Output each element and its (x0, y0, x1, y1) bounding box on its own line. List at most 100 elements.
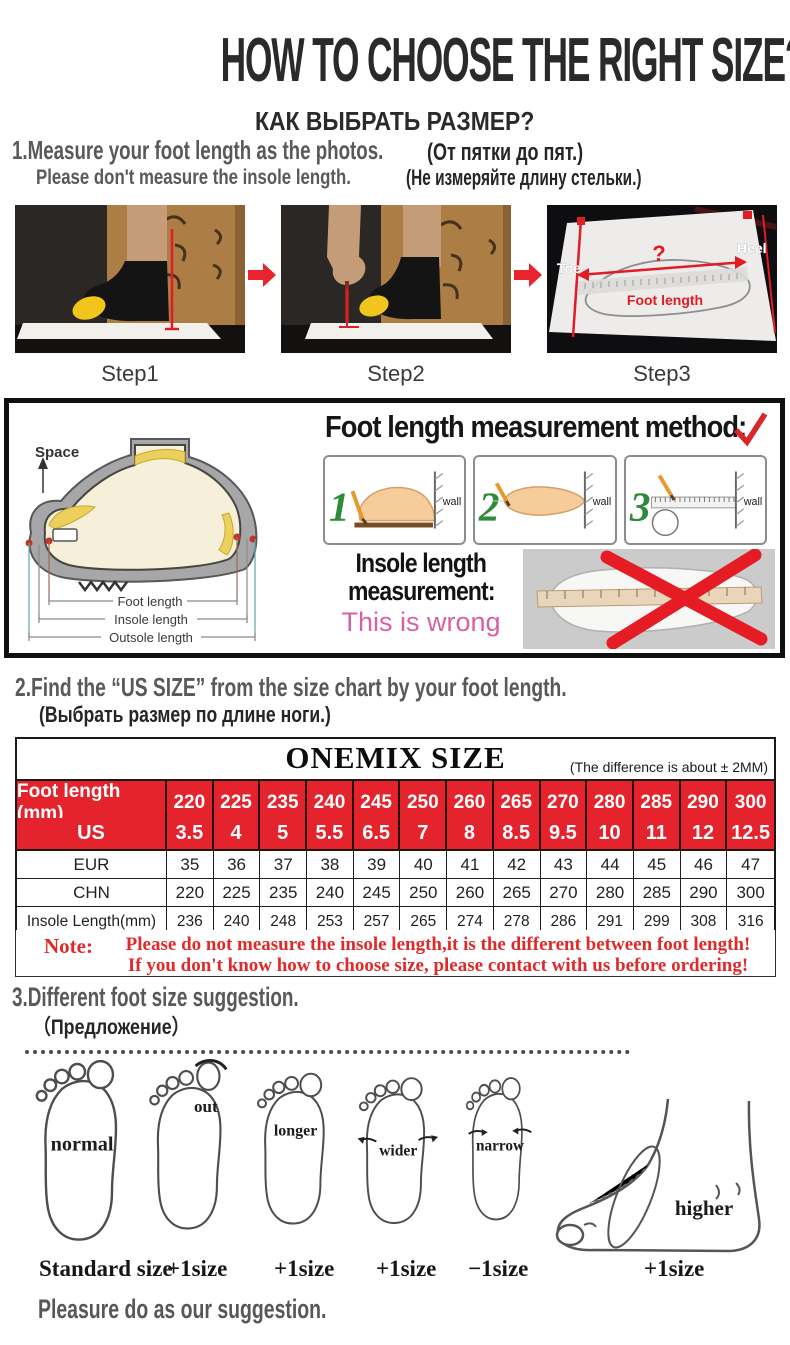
heel-mark-line (165, 229, 179, 331)
heel-label: Heel (737, 240, 767, 256)
size-cell: 270 (540, 879, 588, 907)
size-cell: 236 (167, 907, 214, 936)
panel-number: 2 (478, 484, 500, 530)
section2-heading: 2.Find the “US SIZE” from the size chart… (15, 672, 760, 703)
heel-line (762, 214, 776, 334)
method-title: Foot length measurement method: (325, 409, 747, 444)
size-suggestion-1: +1size (167, 1256, 228, 1281)
size-cell: 291 (587, 907, 634, 936)
size-cell: 220 (167, 879, 214, 907)
size-cell: 299 (634, 907, 681, 936)
wrong-label: This is wrong (341, 607, 501, 637)
wall-label: wall (442, 496, 462, 508)
detail-circle (651, 509, 679, 537)
size-cell: 235 (260, 879, 308, 907)
size-cell: 35 (167, 851, 214, 879)
step1-photo (15, 205, 245, 353)
section1-subheading-en: Please don't measure the insole length. (36, 166, 351, 189)
size-row-label: EUR (17, 851, 167, 879)
foot-label: higher (675, 1196, 733, 1220)
checkmark-icon (733, 412, 768, 447)
foot-higher: higher (555, 1098, 761, 1253)
section3-heading: 3.Different foot size suggestion. (12, 982, 422, 1013)
wider-arrow-left (357, 1136, 365, 1144)
wall-label: wall (742, 496, 762, 508)
section2-heading-en: 2.Find the “US SIZE” from the size chart… (15, 672, 567, 702)
size-cell: 38 (307, 851, 354, 879)
method-panel-1: 1 wall (323, 455, 467, 545)
ruler-ticks (584, 273, 738, 289)
size-suggestion-2: +1size (274, 1256, 335, 1281)
wider-arrow-right (431, 1135, 439, 1143)
size-table-row: CHN 220 225 235 240 245 250 260 265 270 280 285 290 3… (17, 879, 774, 907)
size-cell: 280 (587, 879, 634, 907)
question-mark: ? (652, 241, 665, 266)
section1-subheading-ru: (Не измеряйте длину стельки.) (406, 165, 642, 190)
shoe-cross-section-diagram: Space Foot length Insole length Outsole … (25, 438, 258, 645)
size-cell: 265 (400, 907, 448, 936)
method-panel-2: 2 wall (473, 455, 617, 545)
measurement-method-box: Space Foot length Insole length Outsole … (4, 398, 785, 658)
foot-narrow: narrow (465, 1077, 532, 1221)
method-panels: 1 wall 2 wall (323, 455, 767, 545)
foot-side (358, 486, 436, 522)
foot-longer: longer (257, 1072, 325, 1225)
step2-label: Step2 (367, 361, 425, 386)
section1-heading: 1.Measure your foot length as the photos… (12, 135, 528, 166)
size-cell: 240 (214, 907, 261, 936)
size-cell: 12 (680, 818, 728, 851)
size-cell: 274 (447, 907, 494, 936)
size-cell: 12.5 (727, 818, 774, 851)
size-table: ONEMIX SIZE (The difference is about ± 2… (15, 737, 776, 938)
size-table-tolerance: (The difference is about ± 2MM) (569, 759, 768, 775)
size-cell: 46 (680, 851, 728, 879)
size-suggestion-5: +1size (644, 1256, 705, 1281)
size-cell: 40 (400, 851, 448, 879)
size-cell: 45 (633, 851, 681, 879)
size-cell: 44 (587, 851, 634, 879)
toe-line (571, 218, 583, 338)
note-line-1: Please do not measure the insole length,… (125, 934, 751, 955)
insole-title-line1: Insole length (355, 548, 487, 578)
step1-label: Step1 (101, 361, 159, 386)
size-cell: 41 (447, 851, 494, 879)
page-title: HOW TO CHOOSE THE RIGHT SIZE? (0, 28, 790, 93)
hand (327, 205, 366, 286)
note-line-2: If you don't know how to choose size, pl… (127, 955, 749, 976)
panel-number: 3 (629, 484, 651, 530)
big-toe (555, 1223, 585, 1247)
size-cell: 286 (541, 907, 588, 936)
size-table-row: US 3.5 4 5 5.5 6.5 7 8 8.5 9.5 10 11 12 12.5 (17, 818, 774, 851)
size-cell: 290 (680, 879, 728, 907)
insole-wrong-photo (523, 549, 775, 649)
step2-photo (281, 205, 511, 353)
page-subtitle-text: КАК ВЫБРАТЬ РАЗМЕР? (255, 106, 535, 136)
foot-normal: normal (35, 1059, 118, 1241)
foot-outline-sketch (584, 259, 751, 317)
section1-heading-ru: (От пятки до пят.) (427, 139, 584, 166)
instep-dashed-line (589, 1162, 651, 1204)
size-cell: 9.5 (540, 818, 588, 851)
note-text: Please do not measure the insole length,… (108, 934, 768, 976)
size-cell: 240 (307, 781, 354, 827)
panel-number: 1 (329, 484, 350, 530)
arrow-right-icon (248, 263, 276, 287)
size-cell: 6.5 (353, 818, 401, 851)
section1-heading-en: 1.Measure your foot length as the photos… (12, 135, 384, 165)
size-cell: 37 (260, 851, 308, 879)
size-table-body: Foot length (mm) 220 225 235 240 245 250 260 265… (17, 781, 774, 936)
size-cell: 3.5 (167, 818, 214, 851)
size-cell: 245 (353, 879, 401, 907)
size-cell: 43 (540, 851, 588, 879)
section3-heading-en: 3.Different foot size suggestion. (12, 982, 299, 1012)
toe-label: Toe (557, 260, 581, 276)
size-table-row: Foot length (mm) 220 225 235 240 245 250 260 265… (17, 781, 774, 827)
size-suggestion-0: Standard size (39, 1256, 173, 1281)
size-suggestion-3: +1size (376, 1256, 437, 1281)
toe-out-arc (194, 1059, 228, 1071)
size-cell: 240 (307, 879, 354, 907)
foot-length-label: Foot length (627, 292, 703, 308)
size-cell: 300 (727, 879, 774, 907)
size-cell: 36 (213, 851, 261, 879)
wall-label: wall (592, 496, 612, 508)
